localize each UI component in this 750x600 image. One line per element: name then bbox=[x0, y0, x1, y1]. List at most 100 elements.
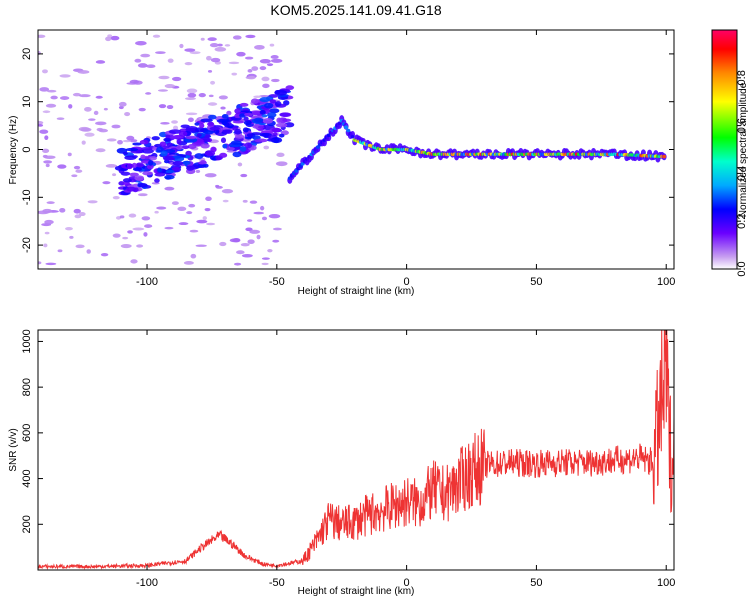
heatmap-cell bbox=[187, 143, 197, 149]
heatmap-marks bbox=[38, 34, 667, 266]
heatmap-cell bbox=[164, 84, 176, 89]
heatmap-cell bbox=[86, 249, 91, 254]
heatmap-cell bbox=[218, 95, 228, 100]
heatmap-cell bbox=[122, 236, 129, 240]
heatmap-cell bbox=[176, 144, 183, 150]
heatmap-cell bbox=[87, 200, 98, 204]
heatmap-cell bbox=[200, 118, 213, 123]
heatmap-cell bbox=[154, 178, 160, 183]
heatmap-cell bbox=[259, 97, 271, 103]
heatmap-cell bbox=[268, 213, 281, 219]
heatmap-cell bbox=[243, 120, 252, 126]
heatmap-cell bbox=[95, 95, 103, 99]
heatmap-cell bbox=[164, 226, 174, 230]
heatmap-cell bbox=[261, 257, 270, 260]
heatmap-cell bbox=[283, 100, 290, 106]
heatmap-cell bbox=[159, 141, 167, 147]
heatmap-cell bbox=[204, 207, 211, 212]
bottom-plot-frame bbox=[37, 329, 675, 571]
heatmap-cell bbox=[146, 64, 156, 69]
heatmap-cell bbox=[249, 200, 258, 204]
top-x-axis-label: Height of straight line (km) bbox=[298, 286, 415, 297]
heatmap-cell bbox=[260, 130, 273, 134]
heatmap-cell bbox=[194, 122, 200, 126]
colorbar-gradient bbox=[711, 29, 738, 270]
heatmap-cell bbox=[261, 262, 269, 266]
heatmap-cell bbox=[164, 138, 171, 142]
heatmap-cell bbox=[278, 133, 285, 138]
heatmap-cell bbox=[209, 42, 219, 48]
bottom-x-axis: -100 -50 0 50 100 bbox=[136, 330, 675, 589]
heatmap-cell bbox=[240, 173, 248, 178]
heatmap-cell bbox=[185, 127, 193, 132]
heatmap-cell bbox=[232, 151, 242, 158]
heatmap-cell bbox=[118, 105, 124, 110]
heatmap-cell bbox=[217, 43, 223, 47]
heatmap-cell bbox=[44, 219, 54, 225]
heatmap-cell bbox=[171, 76, 182, 82]
heatmap-cell bbox=[346, 128, 351, 133]
heatmap-cell bbox=[315, 145, 320, 149]
heatmap-cell bbox=[59, 74, 71, 78]
x-tick-label: 0 bbox=[404, 577, 410, 589]
heatmap-cell bbox=[207, 37, 217, 42]
heatmap-cell bbox=[140, 154, 146, 160]
heatmap-cell bbox=[198, 93, 206, 98]
heatmap-cell bbox=[103, 107, 108, 111]
heatmap-cell bbox=[246, 133, 254, 138]
heatmap-cell bbox=[100, 253, 109, 257]
heatmap-cell bbox=[149, 156, 157, 161]
heatmap-cell bbox=[46, 89, 57, 93]
heatmap-cell bbox=[141, 216, 151, 221]
heatmap-cell bbox=[219, 152, 228, 158]
heatmap-cell bbox=[185, 135, 198, 140]
top-x-axis: -100 -50 0 50 100 bbox=[136, 30, 675, 288]
heatmap-cell bbox=[78, 94, 91, 98]
heatmap-cell bbox=[219, 241, 227, 247]
heatmap-cell bbox=[237, 162, 243, 167]
heatmap-cell bbox=[112, 173, 117, 177]
heatmap-cell bbox=[226, 110, 232, 116]
heatmap-cell bbox=[206, 222, 216, 226]
x-tick-label: 50 bbox=[530, 577, 542, 589]
heatmap-cell bbox=[215, 184, 220, 188]
heatmap-cell bbox=[259, 110, 266, 115]
heatmap-cell bbox=[247, 239, 255, 245]
bottom-y-axis: 200 400 600 800 1000 bbox=[21, 329, 674, 533]
heatmap-cell bbox=[259, 66, 267, 71]
y-tick-label: -20 bbox=[21, 237, 33, 253]
heatmap-cell bbox=[221, 120, 228, 125]
heatmap-cell bbox=[45, 103, 57, 108]
heatmap-cell bbox=[272, 227, 282, 231]
heatmap-cell bbox=[165, 134, 171, 139]
heatmap-cell bbox=[102, 181, 111, 185]
heatmap-cell bbox=[241, 254, 253, 258]
y-tick-label: -10 bbox=[21, 189, 33, 205]
y-tick-label: 1000 bbox=[21, 329, 33, 353]
heatmap-cell bbox=[236, 51, 246, 57]
heatmap-cell bbox=[164, 186, 175, 191]
heatmap-cell bbox=[279, 112, 292, 118]
heatmap-cell bbox=[220, 137, 227, 144]
heatmap-cell bbox=[270, 58, 283, 63]
heatmap-cell bbox=[112, 195, 120, 200]
x-tick-label: 100 bbox=[657, 577, 675, 589]
heatmap-cell bbox=[157, 89, 168, 92]
heatmap-cell bbox=[244, 56, 254, 60]
heatmap-cell bbox=[261, 76, 270, 82]
y-tick-label: 20 bbox=[21, 48, 33, 60]
heatmap-cell bbox=[270, 55, 279, 59]
heatmap-cell bbox=[137, 182, 148, 188]
heatmap-cell bbox=[142, 171, 153, 176]
heatmap-cell bbox=[137, 63, 148, 68]
heatmap-cell bbox=[257, 125, 265, 129]
heatmap-cell bbox=[232, 120, 245, 124]
heatmap-cell bbox=[269, 108, 280, 114]
heatmap-cell bbox=[272, 239, 280, 243]
heatmap-cell bbox=[202, 163, 209, 168]
heatmap-cell bbox=[42, 69, 48, 74]
heatmap-cell bbox=[129, 79, 140, 84]
heatmap-cell bbox=[207, 121, 215, 127]
heatmap-cell bbox=[39, 87, 50, 92]
